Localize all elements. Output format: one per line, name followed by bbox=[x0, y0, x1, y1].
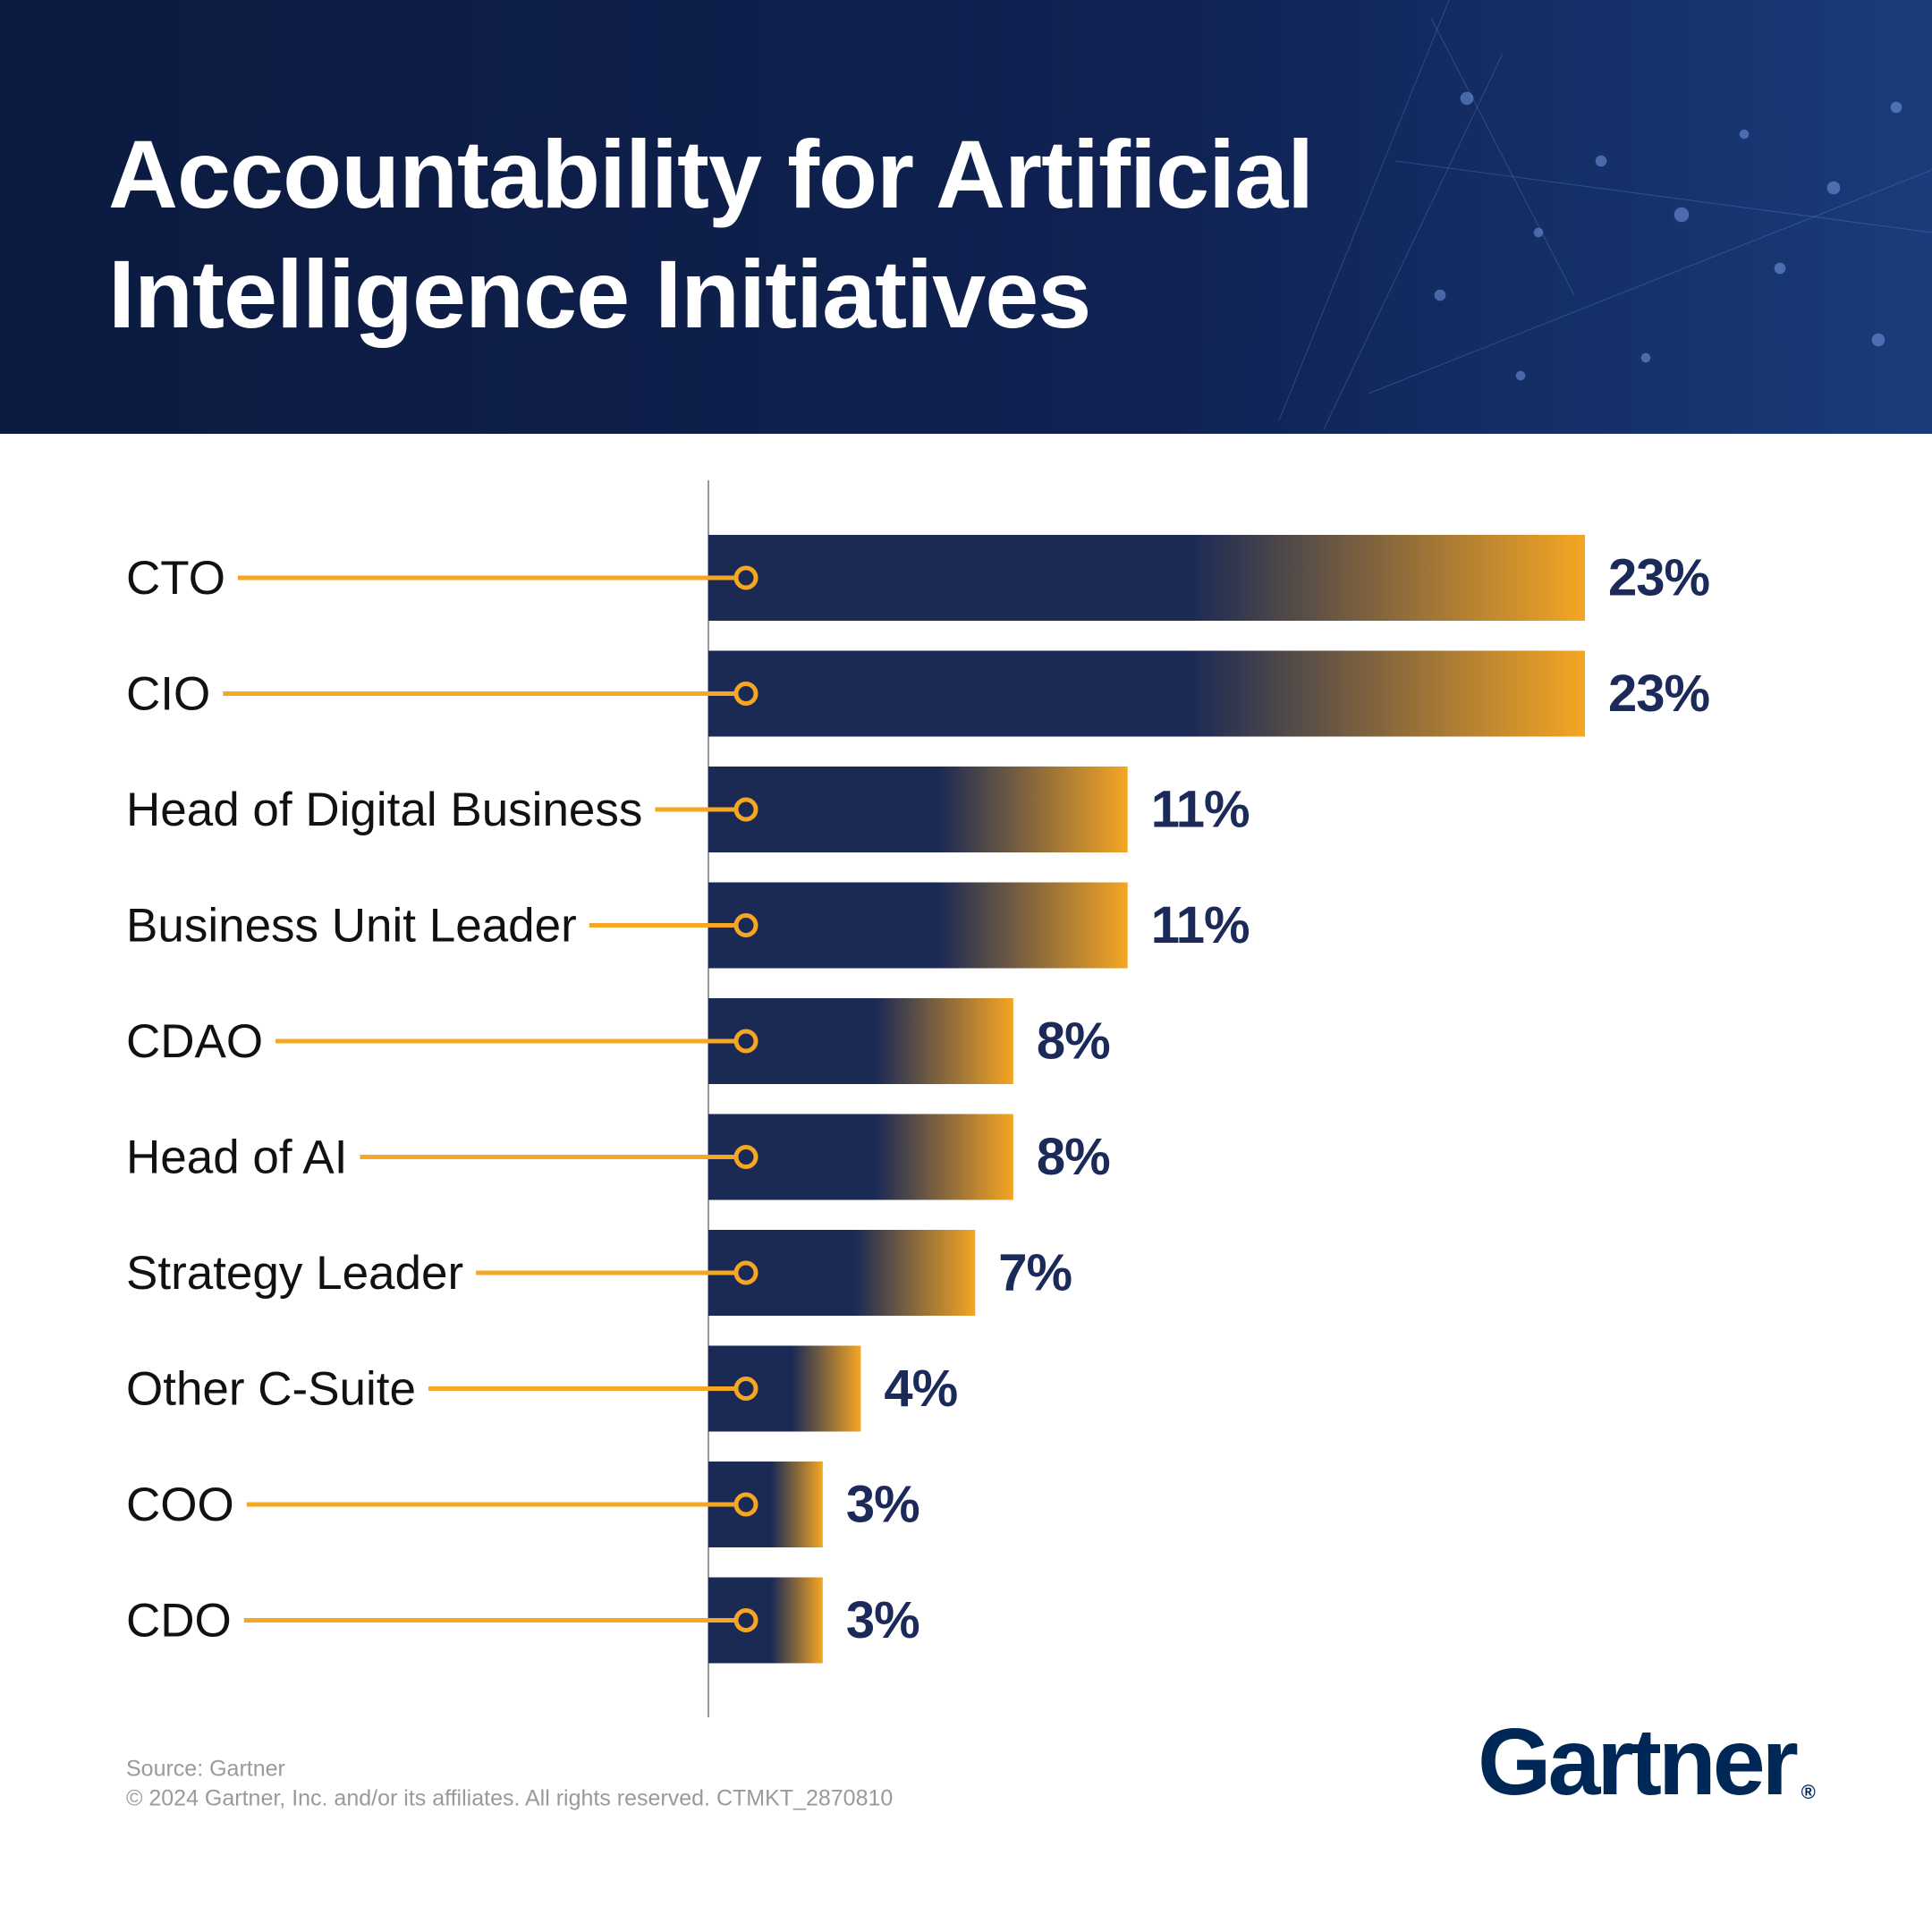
leader-dot bbox=[733, 1260, 758, 1285]
leader-dot bbox=[733, 913, 758, 937]
bar bbox=[708, 535, 1585, 621]
source: Source: Gartner bbox=[126, 1757, 285, 1782]
bar bbox=[708, 767, 1128, 852]
chart-title: Accountability for Artificial Intelligen… bbox=[108, 120, 1314, 348]
bar bbox=[708, 998, 1013, 1084]
value-label: 23% bbox=[1608, 665, 1710, 723]
value-label: 3% bbox=[846, 1591, 919, 1649]
bars: CTO 23% CIO 23% Head of Digital Business 11% B… bbox=[126, 535, 1711, 1664]
value-label: 23% bbox=[1608, 548, 1710, 606]
copyright: © 2024 Gartner, Inc. and/or its affiliat… bbox=[126, 1786, 893, 1811]
bar bbox=[708, 650, 1585, 737]
leader-dot bbox=[733, 1608, 758, 1632]
value-label: 3% bbox=[846, 1475, 919, 1533]
category-label: Other C-Suite bbox=[126, 1363, 416, 1416]
value-label: 11% bbox=[1151, 896, 1250, 954]
header-decoration bbox=[1278, 0, 1932, 430]
category-label: CDAO bbox=[126, 1015, 263, 1068]
value-label: 7% bbox=[998, 1243, 1072, 1301]
header-band bbox=[0, 0, 1932, 434]
value-label: 4% bbox=[884, 1360, 957, 1418]
leader-dot bbox=[733, 797, 758, 822]
category-label: CTO bbox=[126, 552, 225, 605]
bar bbox=[708, 1114, 1013, 1200]
category-label: Strategy Leader bbox=[126, 1247, 463, 1300]
value-label: 11% bbox=[1151, 780, 1250, 838]
leader-dot bbox=[733, 1492, 758, 1517]
category-label: COO bbox=[126, 1479, 234, 1531]
value-label: 8% bbox=[1037, 1128, 1110, 1186]
leader-dot bbox=[733, 682, 758, 706]
category-label: Business Unit Leader bbox=[126, 900, 577, 953]
bar bbox=[708, 882, 1128, 969]
category-label: CIO bbox=[126, 668, 210, 721]
logo-mark: ® bbox=[1801, 1781, 1816, 1803]
category-label: CDO bbox=[126, 1595, 232, 1648]
logo: Gartner bbox=[1478, 1709, 1798, 1815]
bar bbox=[708, 1230, 976, 1316]
leader-dot bbox=[733, 565, 758, 590]
category-label: Head of Digital Business bbox=[126, 784, 642, 836]
category-label: Head of AI bbox=[126, 1131, 348, 1184]
leader-dot bbox=[733, 1377, 758, 1401]
value-label: 8% bbox=[1037, 1012, 1110, 1070]
leader-dot bbox=[733, 1145, 758, 1169]
leader-dot bbox=[733, 1029, 758, 1054]
